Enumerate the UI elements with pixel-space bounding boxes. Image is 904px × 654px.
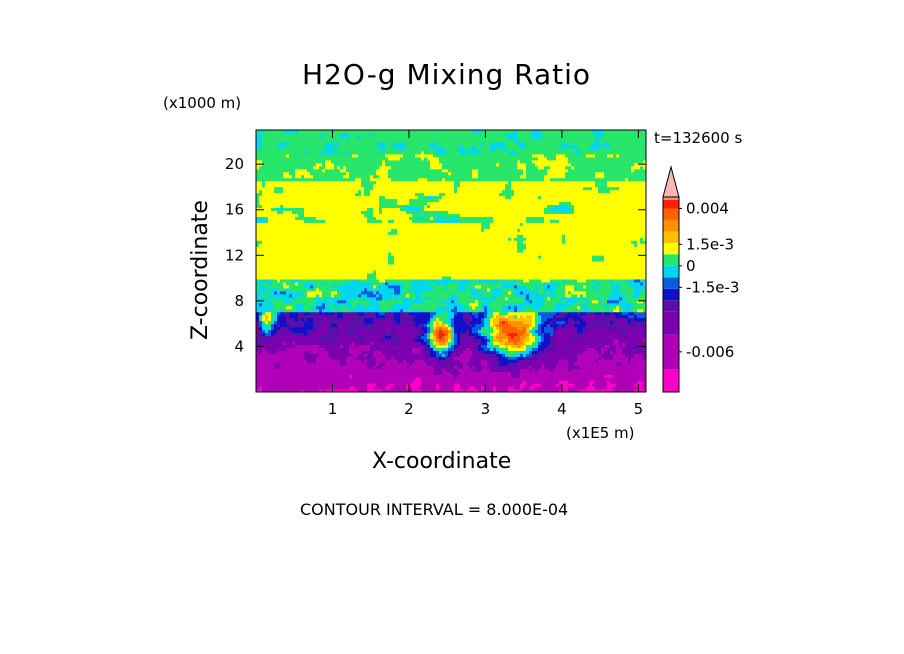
x-axis-unit: (x1E5 m) — [566, 424, 635, 442]
contour-field — [256, 130, 646, 392]
colorbar-band — [663, 277, 679, 289]
time-label: t=132600 s — [654, 129, 743, 147]
colorbar-band — [663, 254, 679, 266]
y-axis: 4 8 12 16 20 — [225, 155, 646, 355]
y-tick-label: 12 — [225, 246, 244, 264]
y-tick-label: 8 — [234, 292, 244, 310]
x-tick-label: 3 — [481, 400, 491, 418]
colorbar-band — [663, 311, 679, 335]
colorbar-band — [663, 242, 679, 255]
colorbar-band — [663, 199, 679, 209]
x-tick-label: 2 — [404, 400, 414, 418]
colorbar: 0.004 1.5e-3 0 -1.5e-3 -0.006 — [662, 165, 739, 393]
y-tick-label: 16 — [225, 201, 244, 219]
colorbar-band — [663, 231, 679, 243]
y-axis-label: Z-coordinate — [188, 200, 213, 340]
colorbar-band — [663, 265, 679, 278]
colorbar-band — [663, 219, 679, 232]
y-tick-label: 20 — [225, 155, 244, 173]
colorbar-label: 0 — [686, 257, 696, 275]
colorbar-label: -0.006 — [686, 343, 734, 361]
colorbar-frame — [662, 196, 680, 393]
x-tick-label: 1 — [328, 400, 338, 418]
colorbar-label: 0.004 — [686, 199, 729, 217]
x-tick-label: 5 — [634, 400, 644, 418]
colorbar-band — [663, 300, 679, 312]
colorbar-band — [663, 197, 679, 200]
chart-title: H2O-g Mixing Ratio — [302, 58, 592, 91]
plot-frame — [255, 129, 647, 393]
x-axis: 1 2 3 4 5 — [328, 130, 643, 418]
y-tick-label: 4 — [234, 337, 244, 355]
colorbar-band — [663, 288, 679, 301]
contour-interval-label: CONTOUR INTERVAL = 8.000E-04 — [300, 500, 569, 519]
colorbar-band — [663, 208, 679, 220]
y-axis-unit: (x1000 m) — [163, 94, 242, 112]
x-tick-label: 4 — [557, 400, 567, 418]
colorbar-label: 1.5e-3 — [686, 235, 734, 253]
colorbar-label: -1.5e-3 — [686, 278, 739, 296]
colorbar-band — [663, 334, 679, 370]
x-axis-label: X-coordinate — [372, 449, 512, 474]
colorbar-arrow — [662, 165, 680, 198]
colorbar-band — [663, 369, 679, 392]
